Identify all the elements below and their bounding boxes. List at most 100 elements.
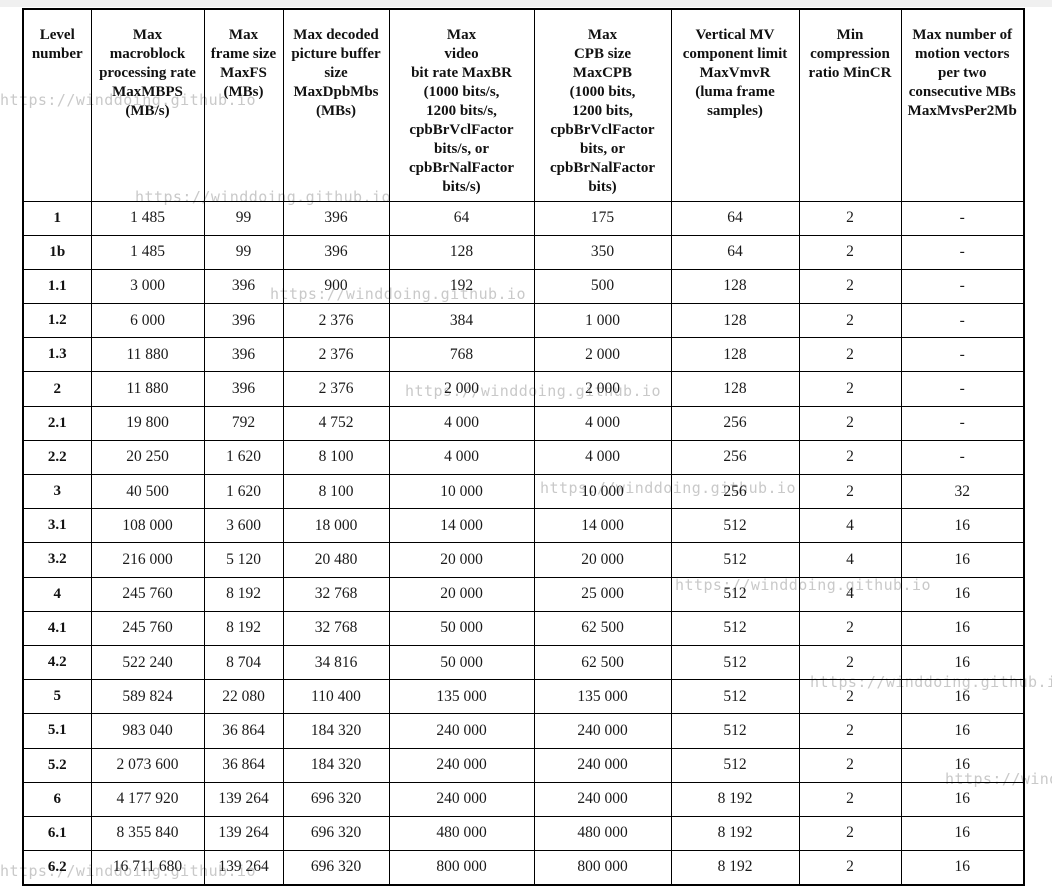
value-cell: 20 000 — [388, 576, 535, 612]
value-cell: 36 864 — [203, 747, 284, 783]
value-cell: 2 000 — [388, 371, 535, 407]
value-cell: 245 760 — [90, 576, 205, 612]
value-cell: 5 120 — [203, 542, 284, 578]
value-cell: 14 000 — [388, 508, 535, 544]
value-cell: 800 000 — [533, 850, 672, 886]
value-cell: 2 — [798, 781, 902, 817]
level-cell: 5.1 — [22, 713, 92, 749]
column-header-min-cr: Min compression ratio MinCR — [798, 8, 902, 202]
value-cell: 480 000 — [388, 815, 535, 852]
value-cell: 20 000 — [533, 542, 672, 578]
value-cell: 2 — [798, 713, 902, 749]
value-cell: 32 768 — [282, 576, 390, 612]
value-cell: 983 040 — [90, 713, 205, 749]
table-row: 2.1 19 800 792 4 752 4 000 4 000 256 2- — [22, 405, 1025, 441]
table-row: 5.1 983 040 36 864 184 320 240 000 240 000 512… — [22, 713, 1025, 749]
value-cell: 10 000 — [533, 473, 672, 510]
column-header-max-fs: Max frame size MaxFS (MBs) — [203, 8, 284, 202]
value-cell: 2 — [798, 610, 902, 646]
value-cell: 25 000 — [533, 576, 672, 612]
value-cell: 1 620 — [203, 473, 284, 510]
value-cell: 50 000 — [388, 610, 535, 646]
levels-table: Level number Max macroblock processing ra… — [22, 8, 1025, 886]
value-cell: 2 — [798, 268, 902, 305]
value-cell: 184 320 — [282, 713, 390, 749]
level-cell: 2.1 — [22, 405, 92, 441]
value-cell: 512 — [670, 576, 800, 612]
level-cell: 3 — [22, 473, 92, 510]
value-cell: 240 000 — [533, 713, 672, 749]
value-cell: 256 — [670, 405, 800, 441]
table-row: 3 40 500 1 620 8 100 10 000 10 000 256 2 32 — [22, 473, 1025, 510]
value-cell: 480 000 — [533, 815, 672, 852]
header-row: Level number Max macroblock processing ra… — [22, 8, 1025, 202]
level-cell: 1 — [22, 200, 92, 236]
table-row: 1b 1 485 99 396 128 350 64 2- — [22, 234, 1025, 270]
value-cell: 2 376 — [282, 371, 390, 407]
table-row: 6.1 8 355 840 139 264 696 320 480 000 480 000… — [22, 815, 1025, 852]
value-cell: 589 824 — [90, 679, 205, 715]
level-cell: 2 — [22, 371, 92, 407]
table-row: 5 589 824 22 080 110 400 135 000 135 000 512 2 1… — [22, 679, 1025, 715]
value-cell: 240 000 — [388, 713, 535, 749]
value-cell: 14 000 — [533, 508, 672, 544]
value-cell: 1 485 — [90, 200, 205, 236]
value-cell: 350 — [533, 234, 672, 270]
value-cell: 522 240 — [90, 644, 205, 681]
value-cell: 512 — [670, 747, 800, 783]
value-cell: 4 000 — [388, 405, 535, 441]
value-cell: 384 — [388, 303, 535, 339]
value-cell: 108 000 — [90, 508, 205, 544]
value-cell: - — [900, 303, 1025, 339]
value-cell: 2 — [798, 815, 902, 852]
value-cell: 512 — [670, 679, 800, 715]
value-cell: 2 — [798, 679, 902, 715]
table-row: 3.2 216 000 5 120 20 480 20 000 20 000 512 4 16 — [22, 542, 1025, 578]
table-row: 3.1 108 000 3 600 18 000 14 000 14 000 512 4 16 — [22, 508, 1025, 544]
column-header-max-dpb-mbs: Max decoded picture buffer size MaxDpbMb… — [282, 8, 390, 202]
level-cell: 1b — [22, 234, 92, 270]
value-cell: 3 000 — [90, 268, 205, 305]
value-cell: 20 250 — [90, 439, 205, 476]
value-cell: - — [900, 439, 1025, 476]
level-cell: 4 — [22, 576, 92, 612]
value-cell: 20 480 — [282, 542, 390, 578]
top-edge-strip — [0, 0, 1052, 7]
value-cell: 8 192 — [670, 815, 800, 852]
table-row: 1.2 6 000 396 2 376 384 1 000 128 2- — [22, 303, 1025, 339]
value-cell: 6 000 — [90, 303, 205, 339]
table-row: 4 245 760 8 192 32 768 20 000 25 000 512 4 16 — [22, 576, 1025, 612]
value-cell: 16 — [900, 747, 1025, 783]
value-cell: 2 000 — [533, 337, 672, 373]
value-cell: - — [900, 337, 1025, 373]
table-row: 4.2 522 240 8 704 34 816 50 000 62 500 512 2 16 — [22, 644, 1025, 681]
column-header-max-mbps: Max macroblock processing rate MaxMBPS (… — [90, 8, 205, 202]
value-cell: 256 — [670, 473, 800, 510]
value-cell: 99 — [203, 200, 284, 236]
level-cell: 1.1 — [22, 268, 92, 305]
value-cell: 2 073 600 — [90, 747, 205, 783]
value-cell: 2 — [798, 405, 902, 441]
value-cell: 16 — [900, 644, 1025, 681]
value-cell: 16 — [900, 713, 1025, 749]
value-cell: - — [900, 200, 1025, 236]
value-cell: 396 — [282, 200, 390, 236]
value-cell: 64 — [670, 200, 800, 236]
value-cell: 2 — [798, 337, 902, 373]
value-cell: 22 080 — [203, 679, 284, 715]
value-cell: 19 800 — [90, 405, 205, 441]
value-cell: 16 — [900, 542, 1025, 578]
value-cell: 139 264 — [203, 815, 284, 852]
value-cell: 16 — [900, 781, 1025, 817]
value-cell: 240 000 — [533, 781, 672, 817]
value-cell: 8 192 — [203, 610, 284, 646]
level-cell: 4.2 — [22, 644, 92, 681]
value-cell: 512 — [670, 542, 800, 578]
value-cell: 40 500 — [90, 473, 205, 510]
value-cell: 512 — [670, 713, 800, 749]
value-cell: 11 880 — [90, 371, 205, 407]
value-cell: 2 000 — [533, 371, 672, 407]
value-cell: 245 760 — [90, 610, 205, 646]
